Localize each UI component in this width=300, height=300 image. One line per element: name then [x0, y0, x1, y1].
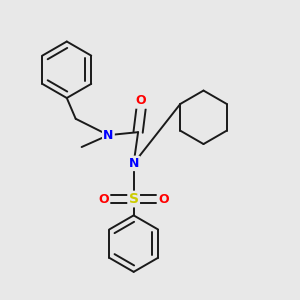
Text: N: N: [103, 129, 114, 142]
Text: O: O: [136, 94, 146, 107]
Text: O: O: [98, 193, 109, 206]
Text: O: O: [159, 193, 169, 206]
Text: N: N: [128, 157, 139, 170]
Text: S: S: [129, 192, 139, 206]
